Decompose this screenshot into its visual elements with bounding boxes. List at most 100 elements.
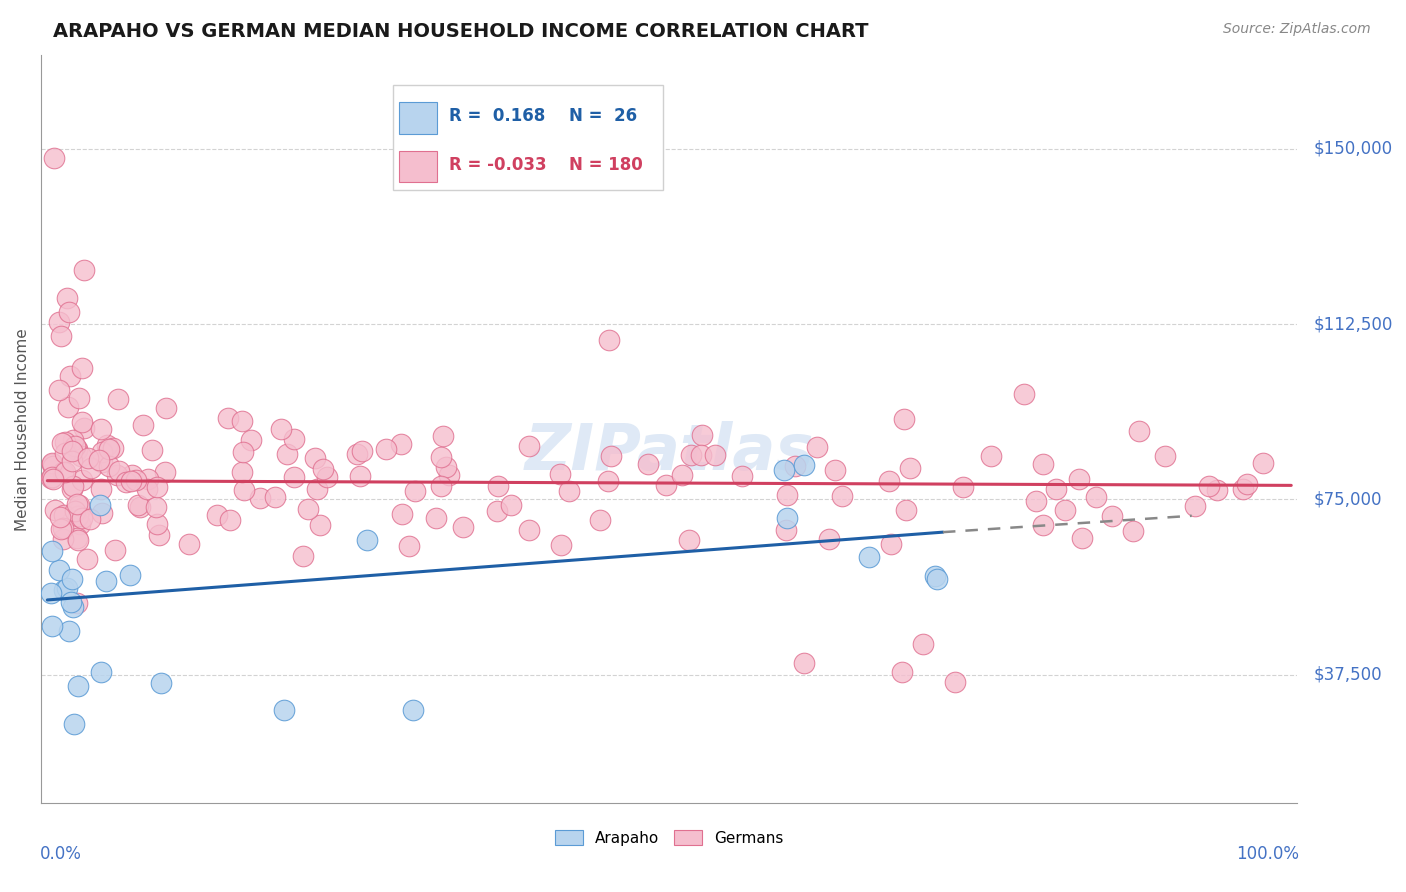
Point: [858, 549, 880, 564]
Y-axis label: Median Household Income: Median Household Income: [15, 328, 30, 531]
Point: [793, 656, 815, 670]
Point: [66, 497, 89, 511]
Text: N = 180: N = 180: [569, 156, 643, 174]
Point: [637, 457, 659, 471]
Point: [273, 703, 295, 717]
Point: [249, 491, 271, 505]
Point: [53, 446, 76, 460]
Point: [517, 439, 540, 453]
Point: [146, 516, 169, 531]
Point: [783, 459, 806, 474]
Point: [115, 475, 138, 489]
Point: [1236, 476, 1258, 491]
Point: [58, 624, 80, 639]
Point: [108, 464, 131, 478]
Point: [148, 528, 170, 542]
Point: [42, 473, 65, 487]
Point: [690, 427, 713, 442]
Point: [231, 465, 253, 479]
Point: [305, 482, 328, 496]
Point: [599, 449, 621, 463]
Point: [70, 474, 93, 488]
Point: [56, 291, 79, 305]
Point: [219, 513, 242, 527]
Point: [48, 315, 70, 329]
Point: [96, 438, 118, 452]
Point: [52, 465, 75, 479]
Point: [150, 676, 173, 690]
Point: [70, 510, 93, 524]
Point: [90, 665, 112, 680]
Point: [896, 503, 918, 517]
Point: [41, 456, 63, 470]
Point: [352, 443, 374, 458]
Text: 100.0%: 100.0%: [1236, 845, 1299, 863]
Point: [49, 328, 72, 343]
Point: [66, 596, 89, 610]
Point: [1032, 458, 1054, 472]
Point: [141, 443, 163, 458]
Point: [80, 461, 103, 475]
Point: [297, 501, 319, 516]
Point: [671, 468, 693, 483]
Point: [55, 466, 77, 480]
Point: [1198, 479, 1220, 493]
Point: [890, 665, 912, 680]
Point: [291, 549, 314, 564]
Point: [1184, 500, 1206, 514]
Point: [346, 448, 368, 462]
Point: [48, 563, 70, 577]
Point: [558, 484, 581, 499]
Point: [89, 498, 111, 512]
Legend: Arapaho, Germans: Arapaho, Germans: [548, 823, 790, 852]
Point: [679, 448, 702, 462]
Point: [927, 572, 949, 586]
Point: [60, 444, 83, 458]
Point: [66, 442, 89, 456]
Point: [63, 439, 86, 453]
Point: [66, 443, 89, 458]
Point: [1232, 483, 1254, 497]
Point: [1206, 483, 1229, 497]
Text: $112,500: $112,500: [1313, 315, 1393, 333]
Point: [232, 483, 254, 498]
Point: [125, 473, 148, 487]
Point: [145, 500, 167, 514]
Point: [48, 510, 70, 524]
Point: [70, 415, 93, 429]
Point: [62, 453, 84, 467]
Point: [430, 479, 453, 493]
FancyBboxPatch shape: [399, 151, 437, 182]
Point: [1070, 531, 1092, 545]
Point: [1045, 482, 1067, 496]
Point: [898, 460, 921, 475]
Point: [90, 422, 112, 436]
Point: [67, 680, 90, 694]
Point: [430, 450, 453, 465]
Point: [437, 468, 460, 483]
Point: [98, 442, 121, 456]
Point: [678, 533, 700, 548]
Point: [1054, 503, 1077, 517]
Point: [276, 447, 298, 461]
Point: [398, 539, 420, 553]
Point: [60, 482, 83, 496]
Point: [41, 470, 63, 484]
Point: [107, 392, 129, 407]
Point: [1128, 424, 1150, 438]
Point: [132, 418, 155, 433]
Point: [374, 442, 396, 456]
Point: [402, 703, 425, 717]
Point: [67, 508, 90, 523]
Point: [1101, 509, 1123, 524]
Point: [60, 595, 83, 609]
Point: [60, 572, 83, 586]
Point: [349, 469, 371, 483]
Point: [155, 401, 177, 415]
Point: [806, 440, 828, 454]
Point: [69, 517, 91, 532]
Point: [67, 498, 90, 512]
Point: [59, 368, 82, 383]
Point: [73, 263, 96, 277]
Point: [53, 508, 76, 522]
